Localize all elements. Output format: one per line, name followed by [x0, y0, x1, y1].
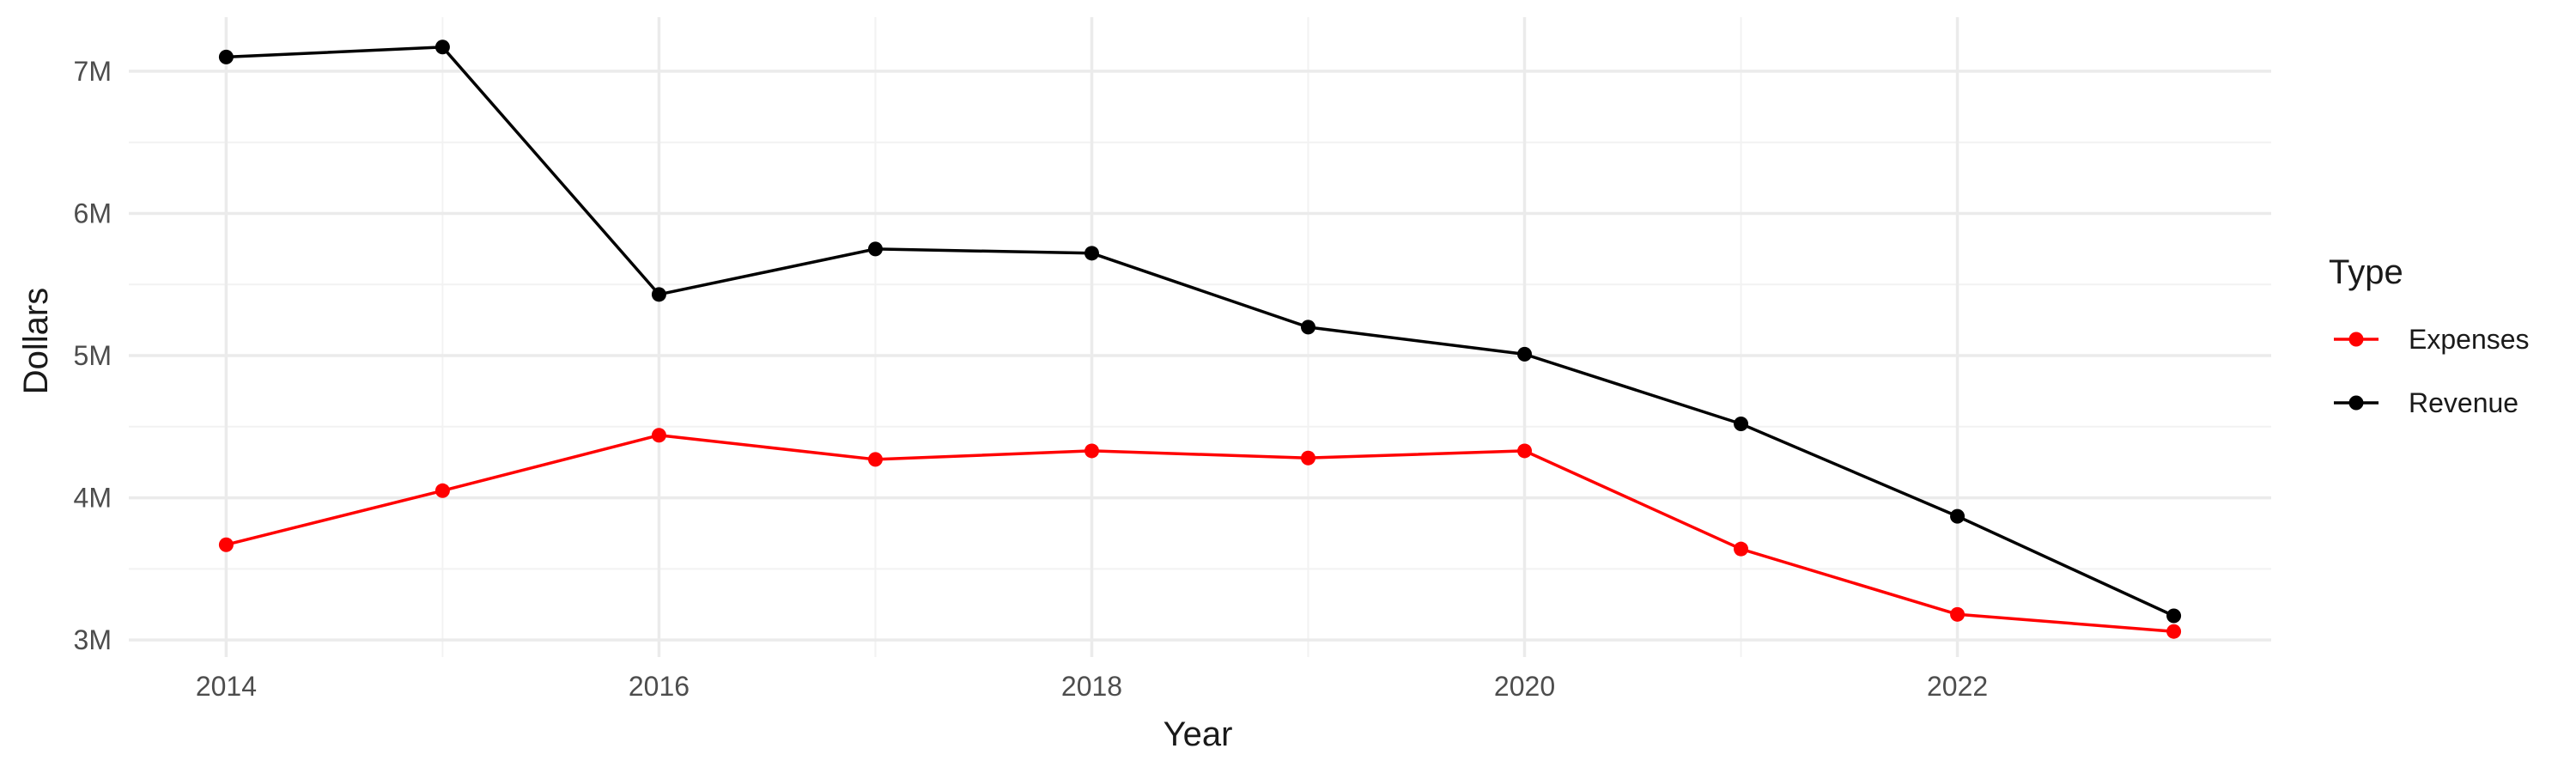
- revenue-point: [1950, 508, 1965, 524]
- expenses-point: [1734, 541, 1749, 557]
- x-tick-label: 2020: [1494, 671, 1555, 702]
- revenue-point: [218, 49, 234, 64]
- legend: Type Expenses Revenue: [2329, 253, 2530, 418]
- expenses-point: [1950, 606, 1965, 622]
- x-tick-label: 2018: [1061, 671, 1122, 702]
- revenue-point: [2166, 608, 2182, 624]
- revenue-point: [1301, 320, 1316, 335]
- legend-key-point-revenue: [2348, 395, 2364, 411]
- x-tick-label: 2016: [629, 671, 690, 702]
- expenses-point: [1084, 443, 1099, 459]
- legend-title: Type: [2329, 253, 2403, 291]
- x-tick-label: 2014: [196, 671, 257, 702]
- revenue-point: [1734, 416, 1749, 431]
- revenue-line: [226, 46, 2175, 618]
- revenue-point: [1517, 346, 1533, 362]
- expenses-line: [225, 433, 2174, 633]
- y-tick-label: 7M: [74, 56, 112, 87]
- y-axis-tick-labels: 3M 4M 5M 6M 7M: [74, 56, 112, 655]
- series-layer: [218, 40, 2182, 639]
- legend-key-point-expenses: [2348, 332, 2364, 347]
- expenses-point: [434, 483, 450, 498]
- y-tick-label: 5M: [74, 340, 112, 371]
- major-gridlines: [129, 17, 2271, 657]
- y-tick-label: 4M: [74, 483, 112, 514]
- expenses-point: [2166, 624, 2182, 639]
- expenses-point: [1301, 450, 1316, 466]
- revenue-point: [651, 287, 666, 302]
- y-tick-label: 6M: [74, 198, 112, 228]
- revenue-point: [867, 241, 883, 257]
- expenses-point: [651, 428, 666, 443]
- x-axis-title: Year: [1163, 715, 1233, 753]
- y-tick-label: 3M: [74, 624, 112, 655]
- legend-label-expenses: Expenses: [2409, 324, 2530, 355]
- expenses-point: [218, 537, 234, 552]
- legend-label-revenue: Revenue: [2409, 387, 2518, 418]
- revenue-point: [1084, 246, 1099, 261]
- x-axis-tick-labels: 2014 2016 2018 2020 2022: [196, 671, 1988, 702]
- revenue-point: [434, 40, 450, 55]
- expenses-point: [1517, 443, 1533, 459]
- x-tick-label: 2022: [1927, 671, 1988, 702]
- y-axis-title: Dollars: [17, 288, 55, 394]
- minor-gridlines: [129, 17, 2271, 657]
- expenses-point: [867, 452, 883, 467]
